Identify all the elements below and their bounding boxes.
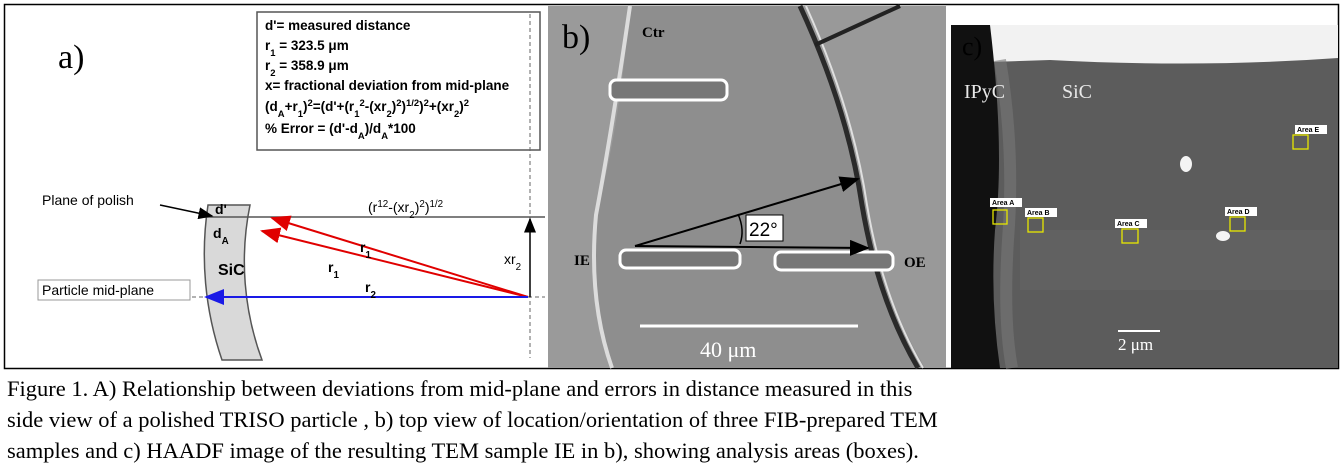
- panel-a: a) d'= measured distance r1 = 323.5 μm r…: [38, 12, 545, 360]
- text-part: 2: [464, 98, 469, 109]
- panel-b: 22° b) Ctr IE OE 40 μm: [548, 6, 946, 368]
- annotation: d': [215, 201, 227, 217]
- scale-label: 40 μm: [700, 337, 756, 362]
- scale-label: 2 μm: [1118, 335, 1153, 354]
- panel-label: c): [962, 32, 982, 61]
- texture: [951, 25, 1338, 64]
- text-part: 2: [516, 262, 521, 273]
- arrow: [272, 218, 528, 297]
- annotation: Ctr: [642, 25, 665, 41]
- body: { "panel_a": { "label": "a)", "legend": …: [0, 0, 1343, 474]
- text-part: % Error = (d'-d: [265, 121, 358, 136]
- caption-line: samples and c) HAADF image of the result…: [7, 438, 919, 463]
- text-part: (r: [368, 199, 378, 215]
- text-part: (d: [265, 99, 278, 114]
- text-part: 1: [333, 270, 339, 281]
- arrow: [262, 231, 528, 297]
- text-part: *100: [388, 121, 416, 136]
- page: Figure 1 body { margin: 0; width: 1343px…: [0, 0, 1343, 474]
- text-part: )/d: [365, 121, 382, 136]
- arrow: [160, 205, 212, 216]
- annotation: OE: [904, 255, 926, 271]
- text-part: = 358.9 μm: [276, 58, 349, 73]
- annotation: 22°: [749, 220, 778, 241]
- panel-label: a): [58, 39, 84, 76]
- text-part: = 323.5 μm: [276, 38, 349, 53]
- texture: [951, 25, 1000, 368]
- text-part: -(xr: [388, 199, 409, 215]
- inclusion: [1216, 231, 1230, 241]
- annotation: Particle mid-plane: [42, 282, 154, 298]
- annotation: r1: [360, 239, 371, 261]
- inclusion: [1180, 156, 1192, 172]
- tem-sample: [620, 250, 740, 268]
- area-label: Area C: [1117, 221, 1140, 228]
- annotation: IPyC: [964, 81, 1005, 103]
- figure: a) d'= measured distance r1 = 323.5 μm r…: [0, 0, 1343, 474]
- legend-line: x= fractional deviation from mid-plane: [265, 78, 510, 93]
- text-part: 1: [354, 109, 359, 120]
- tem-sample: [610, 80, 727, 100]
- area-label: Area A: [992, 200, 1014, 207]
- text-part: d: [213, 225, 222, 241]
- annotation: SiC: [218, 262, 245, 279]
- caption-line: Figure 1. A) Relationship between deviat…: [7, 376, 912, 401]
- area-label: Area B: [1027, 210, 1050, 217]
- legend-line: d'= measured distance: [265, 18, 411, 33]
- caption-line: side view of a polished TRISO particle ,…: [7, 407, 938, 432]
- annotation: xr2: [504, 251, 521, 273]
- area-label: Area E: [1297, 127, 1320, 134]
- text-part: =(d'+(r: [313, 99, 355, 114]
- text-part: +r: [285, 99, 299, 114]
- text-part: +(xr: [429, 99, 455, 114]
- annotation: IE: [574, 253, 590, 269]
- area-label: Area D: [1227, 209, 1250, 216]
- text-part: xr: [504, 251, 516, 267]
- annotation: r1: [328, 259, 339, 281]
- text-part: A: [222, 236, 229, 247]
- text-part: 1/2: [429, 199, 443, 210]
- annotation: SiC: [1062, 81, 1092, 103]
- annotation: Plane of polish: [42, 192, 134, 208]
- text-part: 1: [365, 250, 371, 261]
- tem-sample: [775, 252, 893, 270]
- texture: [1020, 230, 1338, 290]
- text-part: 2: [370, 290, 376, 301]
- panel-label: b): [562, 19, 590, 56]
- caption: Figure 1. A) Relationship between deviat…: [7, 376, 938, 463]
- text-part: 1/2: [406, 98, 419, 109]
- text-part: -(xr: [365, 99, 387, 114]
- panel-c: c) IPyC SiC Area A Area B Area C Area D …: [951, 25, 1338, 368]
